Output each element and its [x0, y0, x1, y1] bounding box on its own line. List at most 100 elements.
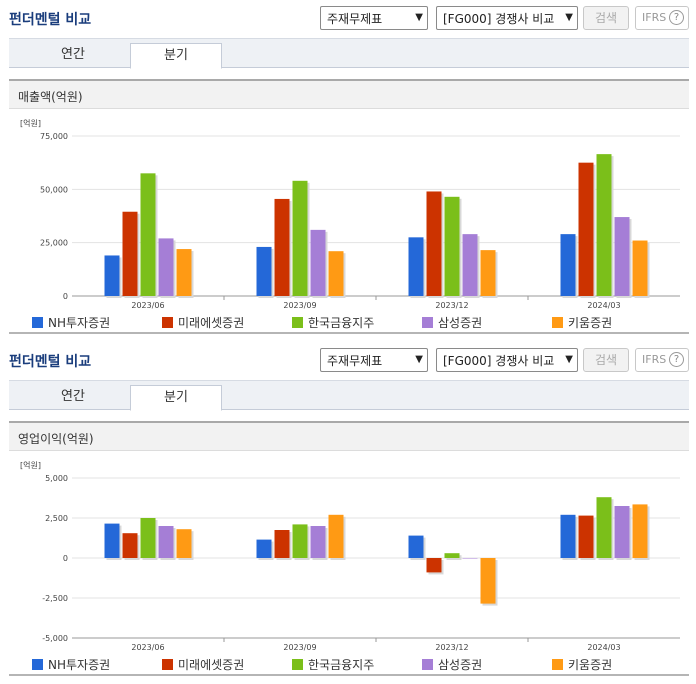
bar-2023/12-한국금융지주[interactable]: [444, 553, 460, 558]
bar-2023/09-삼성증권[interactable]: [310, 526, 326, 558]
bar-2024/03-한국금융지주[interactable]: [596, 154, 612, 296]
tab-annual[interactable]: 연간: [61, 389, 85, 404]
legend-swatch: [162, 659, 173, 670]
tab-quarterly[interactable]: 분기: [130, 385, 222, 411]
legend-item[interactable]: 삼성증권: [422, 314, 482, 331]
ifrs-label: IFRS: [642, 353, 667, 366]
bar-2023/12-미래에셋증권[interactable]: [426, 191, 442, 296]
compare-select[interactable]: [FG000] 경쟁사 비교 ▼: [436, 348, 578, 372]
x-tick-label: 2023/12: [435, 301, 468, 310]
bar-2023/09-NH투자증권[interactable]: [256, 246, 272, 296]
unit-label: [억원]: [20, 460, 41, 470]
bar-2023/06-한국금융지주[interactable]: [140, 173, 156, 296]
legend-item[interactable]: 미래에셋증권: [162, 314, 244, 331]
bar-2023/06-키움증권[interactable]: [176, 529, 192, 558]
bar-2023/06-미래에셋증권[interactable]: [122, 533, 138, 558]
bar-2023/09-삼성증권[interactable]: [310, 229, 326, 296]
bar-2024/03-삼성증권[interactable]: [614, 506, 630, 558]
bar-2024/03-키움증권[interactable]: [632, 240, 648, 296]
statement-select[interactable]: 주재무제표 ▼: [320, 6, 428, 30]
bar-2023/09-키움증권[interactable]: [328, 514, 344, 558]
compare-select-value: [FG000] 경쟁사 비교: [443, 354, 555, 368]
legend-label: NH투자증권: [48, 658, 111, 672]
bar-2023/09-NH투자증권[interactable]: [256, 539, 272, 558]
bar-2023/09-한국금융지주[interactable]: [292, 524, 308, 558]
metric-title: 매출액(억원): [9, 79, 689, 109]
legend-item[interactable]: 한국금융지주: [292, 656, 374, 673]
bar-2023/06-삼성증권[interactable]: [158, 526, 174, 558]
metric-title: 영업이익(억원): [9, 421, 689, 451]
x-tick-label: 2024/03: [587, 301, 620, 310]
legend-item[interactable]: NH투자증권: [32, 314, 110, 331]
bar-2024/03-NH투자증권[interactable]: [560, 514, 576, 558]
chevron-down-icon: ▼: [415, 354, 423, 365]
bar-2023/12-삼성증권[interactable]: [462, 234, 478, 296]
bar-2023/06-NH투자증권[interactable]: [104, 255, 120, 296]
legend-item[interactable]: 한국금융지주: [292, 314, 374, 331]
y-tick-label: 0: [63, 554, 68, 563]
operating-profit-chart: [억원] -5,000 -2,500 0 2,500 5,000 2023/06 2023/…: [20, 460, 680, 652]
tab-quarterly[interactable]: 분기: [130, 43, 222, 69]
legend-label: NH투자증권: [48, 316, 111, 330]
legend-label: 한국금융지주: [308, 316, 375, 330]
bar-2023/06-NH투자증권[interactable]: [104, 523, 120, 558]
section-title: 펀더멘털 비교: [9, 12, 92, 28]
bar-2023/12-한국금융지주[interactable]: [444, 196, 460, 296]
revenue-chart: [억원] 0 25,000 50,000 75,000 2023/06 2023/09 20…: [20, 118, 680, 310]
tab-annual[interactable]: 연간: [61, 47, 85, 62]
ifrs-button[interactable]: IFRS?: [635, 348, 689, 372]
fundamental-section-1: 펀더멘털 비교 주재무제표 ▼ [FG000] 경쟁사 비교 ▼ 검색 IFRS? …: [0, 0, 696, 334]
y-tick-label: 50,000: [40, 185, 68, 194]
bar-2023/09-미래에셋증권[interactable]: [274, 198, 290, 296]
x-tick-label: 2023/12: [435, 643, 468, 652]
legend-swatch: [292, 317, 303, 328]
y-tick-label: 0: [63, 292, 68, 301]
legend-item[interactable]: 키움증권: [552, 656, 612, 673]
legend-item[interactable]: 키움증권: [552, 314, 612, 331]
bar-2024/03-키움증권[interactable]: [632, 504, 648, 558]
legend-item[interactable]: NH투자증권: [32, 656, 110, 673]
legend-swatch: [422, 659, 433, 670]
ifrs-button[interactable]: IFRS?: [635, 6, 689, 30]
period-tabs: 연간 분기: [9, 38, 689, 69]
search-button[interactable]: 검색: [583, 6, 629, 30]
bar-2023/06-키움증권[interactable]: [176, 249, 192, 296]
x-tick-label: 2023/09: [283, 643, 316, 652]
unit-label: [억원]: [20, 118, 41, 128]
legend-item[interactable]: 삼성증권: [422, 656, 482, 673]
compare-select[interactable]: [FG000] 경쟁사 비교 ▼: [436, 6, 578, 30]
help-icon[interactable]: ?: [669, 352, 684, 367]
y-tick-label: 75,000: [40, 132, 68, 141]
y-tick-label: 25,000: [40, 239, 68, 248]
bar-2023/06-삼성증권[interactable]: [158, 238, 174, 296]
bar-2024/03-미래에셋증권[interactable]: [578, 515, 594, 558]
bar-2023/12-NH투자증권[interactable]: [408, 535, 424, 558]
statement-select[interactable]: 주재무제표 ▼: [320, 348, 428, 372]
bar-2023/12-삼성증권[interactable]: [462, 558, 478, 559]
bar-2024/03-NH투자증권[interactable]: [560, 234, 576, 296]
bar-2024/03-미래에셋증권[interactable]: [578, 162, 594, 296]
legend-item[interactable]: 미래에셋증권: [162, 656, 244, 673]
fundamental-section-2: 펀더멘털 비교 주재무제표 ▼ [FG000] 경쟁사 비교 ▼ 검색 IFRS? …: [0, 342, 696, 676]
bar-2023/09-미래에셋증권[interactable]: [274, 530, 290, 558]
y-tick-label: -2,500: [42, 594, 68, 603]
bar-2023/06-미래에셋증권[interactable]: [122, 211, 138, 296]
legend-swatch: [32, 659, 43, 670]
ifrs-label: IFRS: [642, 11, 667, 24]
legend-swatch: [422, 317, 433, 328]
bar-2023/12-NH투자증권[interactable]: [408, 237, 424, 296]
bar-2023/09-키움증권[interactable]: [328, 251, 344, 296]
chart-legend: NH투자증권 미래에셋증권 한국금융지주 삼성증권 키움증권: [9, 652, 689, 676]
y-tick-label: 2,500: [45, 514, 68, 523]
bar-2024/03-한국금융지주[interactable]: [596, 497, 612, 558]
bar-2023/06-한국금융지주[interactable]: [140, 518, 156, 558]
bar-2024/03-삼성증권[interactable]: [614, 217, 630, 296]
legend-swatch: [292, 659, 303, 670]
help-icon[interactable]: ?: [669, 10, 684, 25]
bar-2023/09-한국금융지주[interactable]: [292, 180, 308, 296]
bar-2023/12-키움증권[interactable]: [480, 558, 496, 604]
legend-label: 키움증권: [568, 658, 613, 672]
bar-2023/12-미래에셋증권[interactable]: [426, 558, 442, 573]
bar-2023/12-키움증권[interactable]: [480, 250, 496, 296]
search-button[interactable]: 검색: [583, 348, 629, 372]
